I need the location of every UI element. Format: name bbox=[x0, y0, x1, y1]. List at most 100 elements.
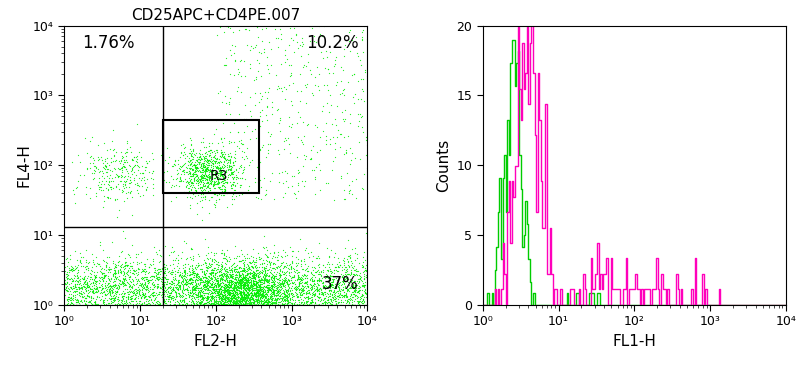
Point bbox=[267, 289, 280, 295]
Point bbox=[201, 172, 214, 178]
Point bbox=[125, 283, 138, 289]
Point bbox=[243, 302, 256, 308]
Point bbox=[281, 302, 294, 308]
Point bbox=[234, 302, 247, 308]
Point bbox=[233, 282, 245, 288]
Point bbox=[237, 288, 250, 294]
Point bbox=[249, 291, 261, 297]
Point bbox=[172, 257, 184, 263]
Point bbox=[124, 293, 137, 299]
Point bbox=[269, 261, 282, 267]
Point bbox=[297, 288, 310, 294]
Point bbox=[290, 291, 303, 297]
Point bbox=[71, 281, 83, 287]
Point bbox=[90, 279, 103, 285]
Point bbox=[294, 289, 307, 295]
Point bbox=[162, 284, 175, 290]
Point bbox=[203, 302, 216, 308]
Point bbox=[231, 302, 244, 308]
Point bbox=[126, 302, 139, 308]
Point bbox=[124, 273, 136, 279]
Point bbox=[233, 302, 245, 308]
Point bbox=[296, 163, 309, 168]
Point bbox=[124, 294, 136, 300]
Point bbox=[120, 272, 133, 277]
Point bbox=[253, 288, 265, 294]
Point bbox=[248, 302, 261, 308]
Point bbox=[129, 270, 142, 276]
Point bbox=[222, 302, 235, 308]
Point bbox=[79, 295, 91, 301]
Point bbox=[261, 291, 273, 297]
Point bbox=[204, 302, 217, 308]
Point bbox=[348, 302, 361, 308]
Point bbox=[297, 285, 310, 291]
Point bbox=[208, 153, 221, 159]
Point bbox=[240, 302, 253, 308]
Point bbox=[200, 162, 213, 168]
Point bbox=[354, 277, 367, 283]
Point bbox=[342, 271, 355, 277]
Point bbox=[291, 286, 304, 291]
Point bbox=[165, 302, 178, 308]
Point bbox=[320, 297, 333, 303]
Point bbox=[196, 167, 209, 173]
Point bbox=[249, 270, 261, 276]
Point bbox=[239, 302, 252, 308]
Point bbox=[261, 95, 273, 101]
Point bbox=[162, 294, 175, 300]
Point bbox=[229, 172, 242, 178]
Point bbox=[200, 285, 213, 291]
Point bbox=[248, 282, 261, 288]
Point bbox=[86, 286, 99, 292]
Point bbox=[315, 302, 328, 308]
Point bbox=[128, 169, 140, 175]
Point bbox=[202, 278, 215, 284]
Point bbox=[265, 301, 278, 307]
Point bbox=[186, 298, 199, 304]
Point bbox=[200, 168, 213, 174]
Point bbox=[251, 68, 264, 74]
Point bbox=[118, 178, 131, 184]
Point bbox=[330, 300, 342, 306]
Point bbox=[187, 302, 200, 308]
Point bbox=[93, 179, 106, 185]
Point bbox=[172, 279, 185, 285]
Point bbox=[284, 264, 297, 269]
Point bbox=[210, 164, 223, 170]
Point bbox=[221, 286, 234, 292]
Point bbox=[222, 287, 235, 293]
Point bbox=[345, 296, 358, 302]
Point bbox=[291, 272, 304, 278]
Point bbox=[248, 271, 261, 277]
Point bbox=[306, 277, 319, 283]
Point bbox=[108, 175, 121, 181]
Point bbox=[156, 276, 169, 282]
Point bbox=[227, 285, 240, 291]
Point bbox=[99, 156, 111, 161]
Point bbox=[205, 177, 217, 183]
Point bbox=[252, 273, 265, 279]
Point bbox=[313, 271, 326, 277]
Point bbox=[212, 302, 225, 308]
Point bbox=[95, 155, 107, 160]
Point bbox=[358, 69, 371, 75]
Point bbox=[209, 302, 222, 308]
Point bbox=[253, 285, 266, 291]
Point bbox=[119, 164, 132, 170]
Point bbox=[322, 180, 334, 186]
Point bbox=[127, 302, 140, 308]
Point bbox=[60, 273, 73, 279]
Point bbox=[115, 149, 128, 155]
Point bbox=[196, 279, 209, 285]
Point bbox=[213, 293, 225, 299]
Point bbox=[233, 272, 246, 277]
Point bbox=[241, 279, 254, 284]
Point bbox=[241, 270, 253, 276]
Point bbox=[127, 270, 140, 276]
Point bbox=[241, 275, 254, 281]
Point bbox=[180, 183, 192, 189]
Point bbox=[103, 283, 116, 288]
Point bbox=[184, 184, 196, 189]
Point bbox=[208, 302, 221, 308]
